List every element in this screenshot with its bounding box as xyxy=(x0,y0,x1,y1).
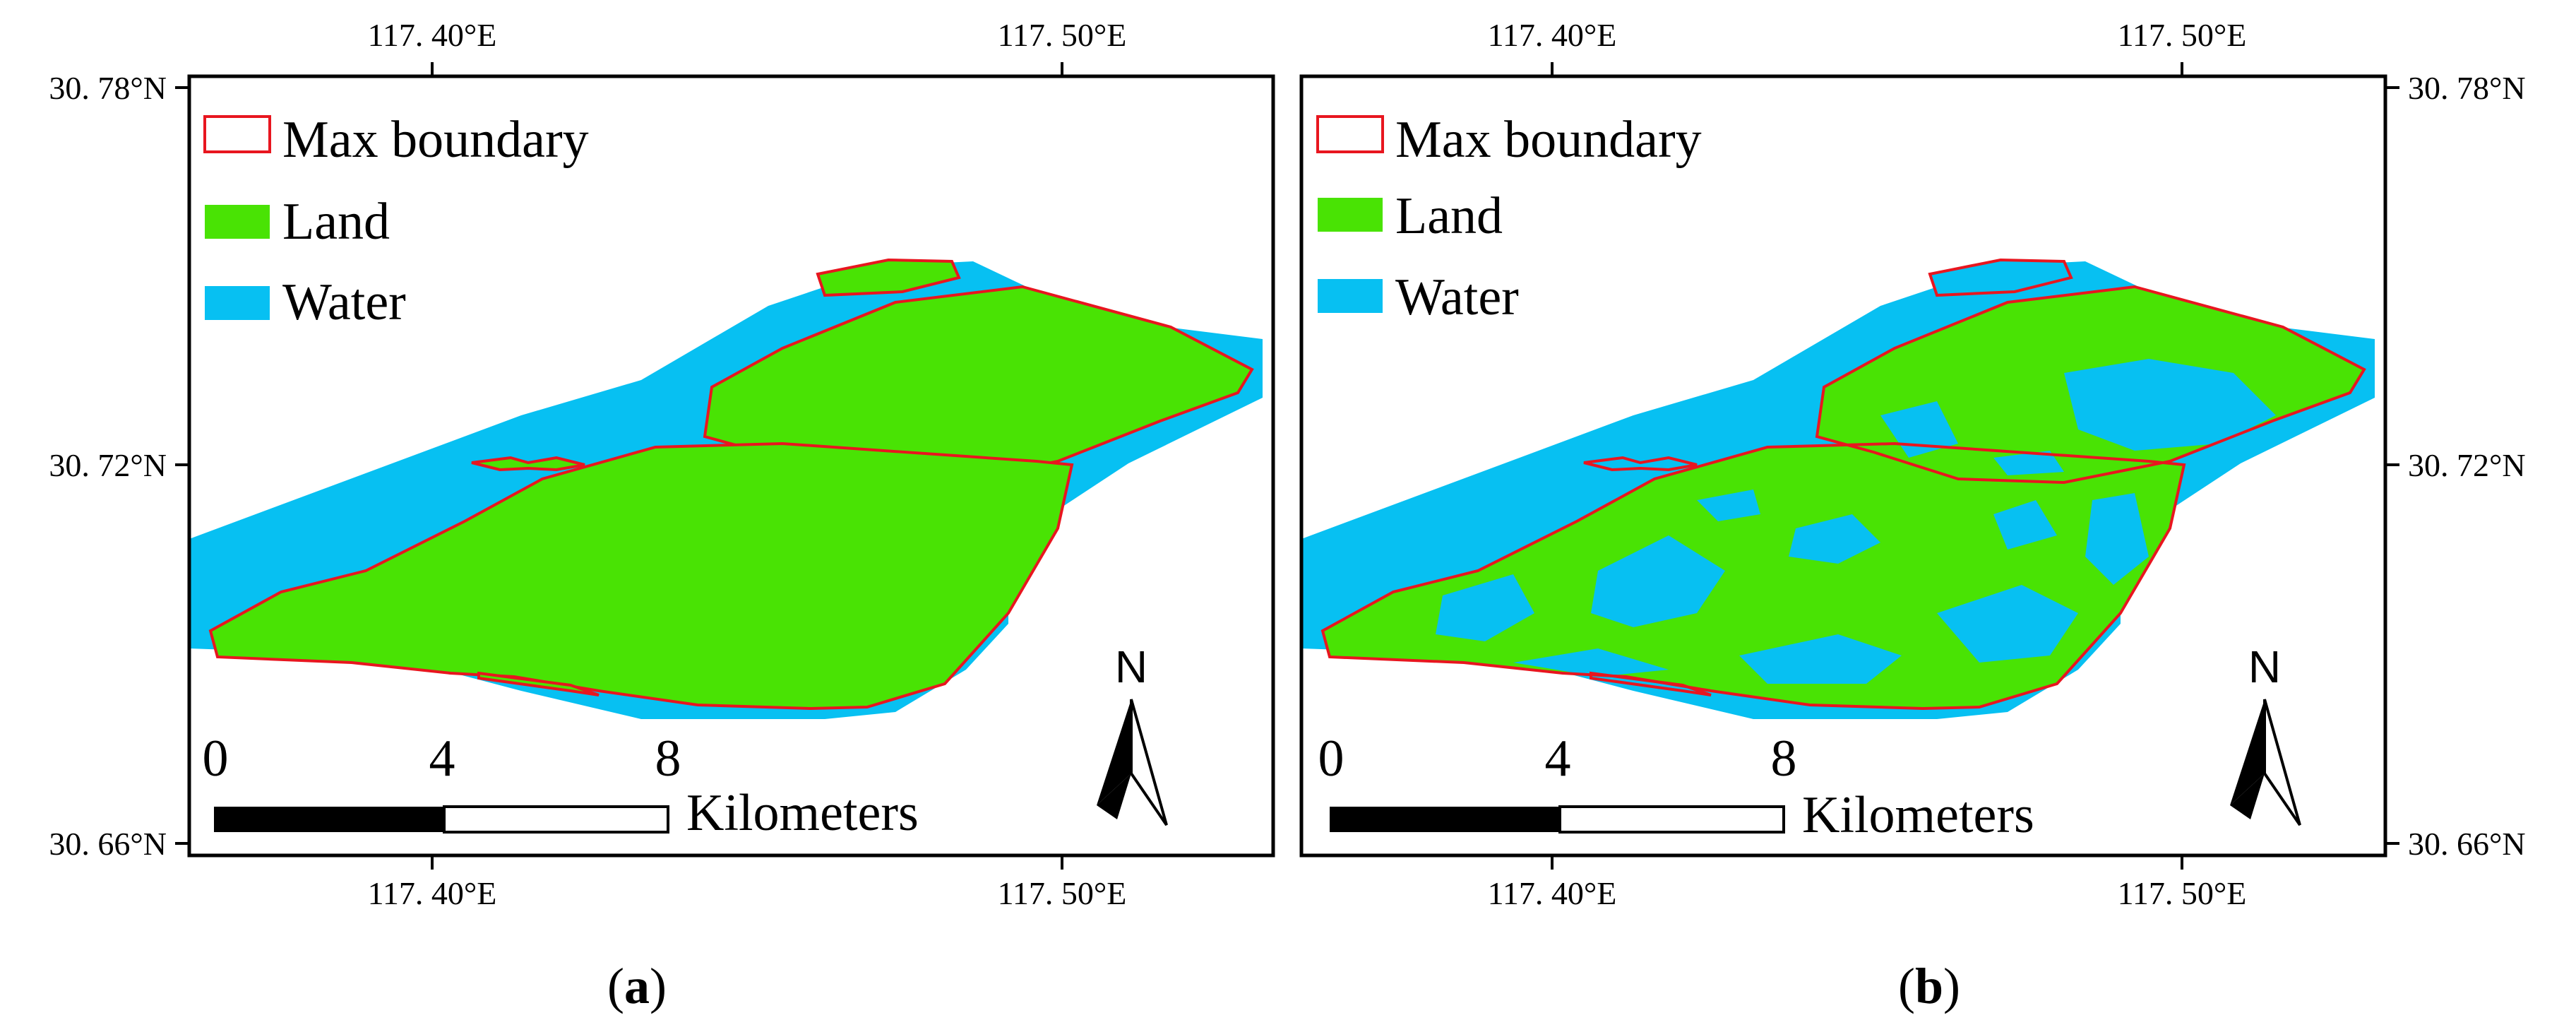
north-label: N xyxy=(2248,641,2281,692)
scale-tick-0: 0 xyxy=(203,730,229,788)
legend-boundary-swatch xyxy=(203,115,271,153)
scale-tick-8: 8 xyxy=(655,730,681,788)
panel-b-ticks xyxy=(1551,62,2399,870)
legend-land-swatch xyxy=(205,205,270,239)
lat-tick-3: 30. 66°N xyxy=(49,826,167,862)
lat-tick-1: 30. 78°N xyxy=(2408,70,2526,106)
panel-a-legend: Max boundary Land Water xyxy=(203,111,589,331)
lon-tick-bottom-1: 117. 40°E xyxy=(368,875,497,911)
lat-tick-1: 30. 78°N xyxy=(49,70,167,106)
legend-land-swatch xyxy=(1318,198,1383,232)
legend-land-label: Land xyxy=(282,193,390,251)
legend-water-label: Water xyxy=(1395,268,1519,326)
panel-b-scale-bar: 0 4 8 Kilometers xyxy=(1318,730,2034,844)
panel-b-legend: Max boundary Land Water xyxy=(1316,111,1702,326)
panel-a-map xyxy=(189,76,1273,855)
panel-b-map xyxy=(1301,76,2385,855)
legend-water-label: Water xyxy=(282,273,406,331)
scale-tick-0: 0 xyxy=(1318,730,1344,788)
scale-tick-4: 4 xyxy=(1545,730,1571,788)
legend-boundary-swatch xyxy=(1316,115,1384,153)
legend-water-swatch xyxy=(1318,279,1383,313)
north-arrow-icon: N xyxy=(1097,641,1168,826)
legend-boundary-label: Max boundary xyxy=(282,111,589,169)
lon-tick-bottom-2: 117. 50°E xyxy=(2118,875,2247,911)
scale-tick-8: 8 xyxy=(1771,730,1797,788)
legend-land-label: Land xyxy=(1395,187,1503,245)
panel-b: 117. 40°E 117. 50°E 117. 40°E 117. 50°E … xyxy=(1299,17,2526,1014)
north-arrow-icon: N xyxy=(2230,641,2301,826)
lon-tick-bottom-2: 117. 50°E xyxy=(998,875,1127,911)
north-label: N xyxy=(1115,641,1147,692)
lon-tick-top-1: 117. 40°E xyxy=(1488,17,1617,53)
legend-boundary-label: Max boundary xyxy=(1395,111,1702,169)
lat-tick-3: 30. 66°N xyxy=(2408,826,2526,862)
panel-a-ticks xyxy=(175,62,1063,870)
panel-a: 117. 40°E 117. 50°E 117. 40°E 117. 50°E … xyxy=(49,17,1275,1014)
lon-tick-top-1: 117. 40°E xyxy=(368,17,497,53)
lat-tick-2: 30. 72°N xyxy=(49,447,167,483)
lon-tick-top-2: 117. 50°E xyxy=(998,17,1127,53)
lon-tick-top-2: 117. 50°E xyxy=(2118,17,2247,53)
scale-tick-4: 4 xyxy=(429,730,455,788)
lon-tick-bottom-1: 117. 40°E xyxy=(1488,875,1617,911)
lat-tick-2: 30. 72°N xyxy=(2408,447,2526,483)
panel-a-caption: (a) xyxy=(607,958,667,1014)
panel-b-caption: (b) xyxy=(1898,958,1960,1014)
panel-a-scale-bar: 0 4 8 Kilometers xyxy=(203,730,919,842)
scale-unit: Kilometers xyxy=(1802,786,2034,844)
legend-water-swatch xyxy=(205,286,270,320)
scale-unit: Kilometers xyxy=(686,784,919,842)
